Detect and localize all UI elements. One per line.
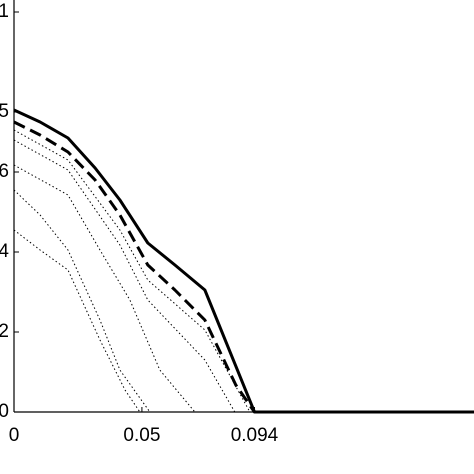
line-series (13, 120, 256, 413)
line-series (13, 108, 474, 414)
y-tick-label: 0.4 (0, 241, 9, 262)
line-series (13, 189, 151, 413)
line-series (13, 229, 141, 413)
line-series (13, 164, 196, 413)
y-tick-label: 0.75 (0, 101, 9, 122)
y-tick-label: 0.2 (0, 321, 9, 342)
line-series (13, 129, 251, 413)
x-tick-label: 0.05 (123, 425, 160, 446)
x-tick-label: 0.094 (231, 425, 279, 446)
y-tick-label: 0.6 (0, 161, 9, 182)
line-series (13, 139, 236, 413)
y-tick-label: 1 (0, 1, 9, 22)
x-tick-label: 0 (9, 425, 20, 446)
y-tick-label: 0 (0, 401, 9, 422)
